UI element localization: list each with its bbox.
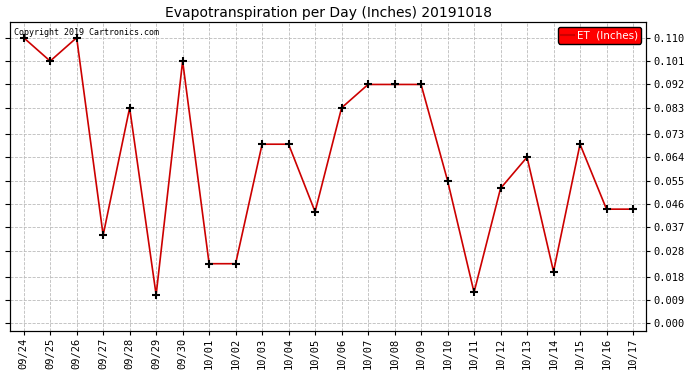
Title: Evapotranspiration per Day (Inches) 20191018: Evapotranspiration per Day (Inches) 2019… (165, 6, 492, 20)
Legend: ET  (Inches): ET (Inches) (558, 27, 641, 44)
Text: Copyright 2019 Cartronics.com: Copyright 2019 Cartronics.com (14, 28, 159, 37)
